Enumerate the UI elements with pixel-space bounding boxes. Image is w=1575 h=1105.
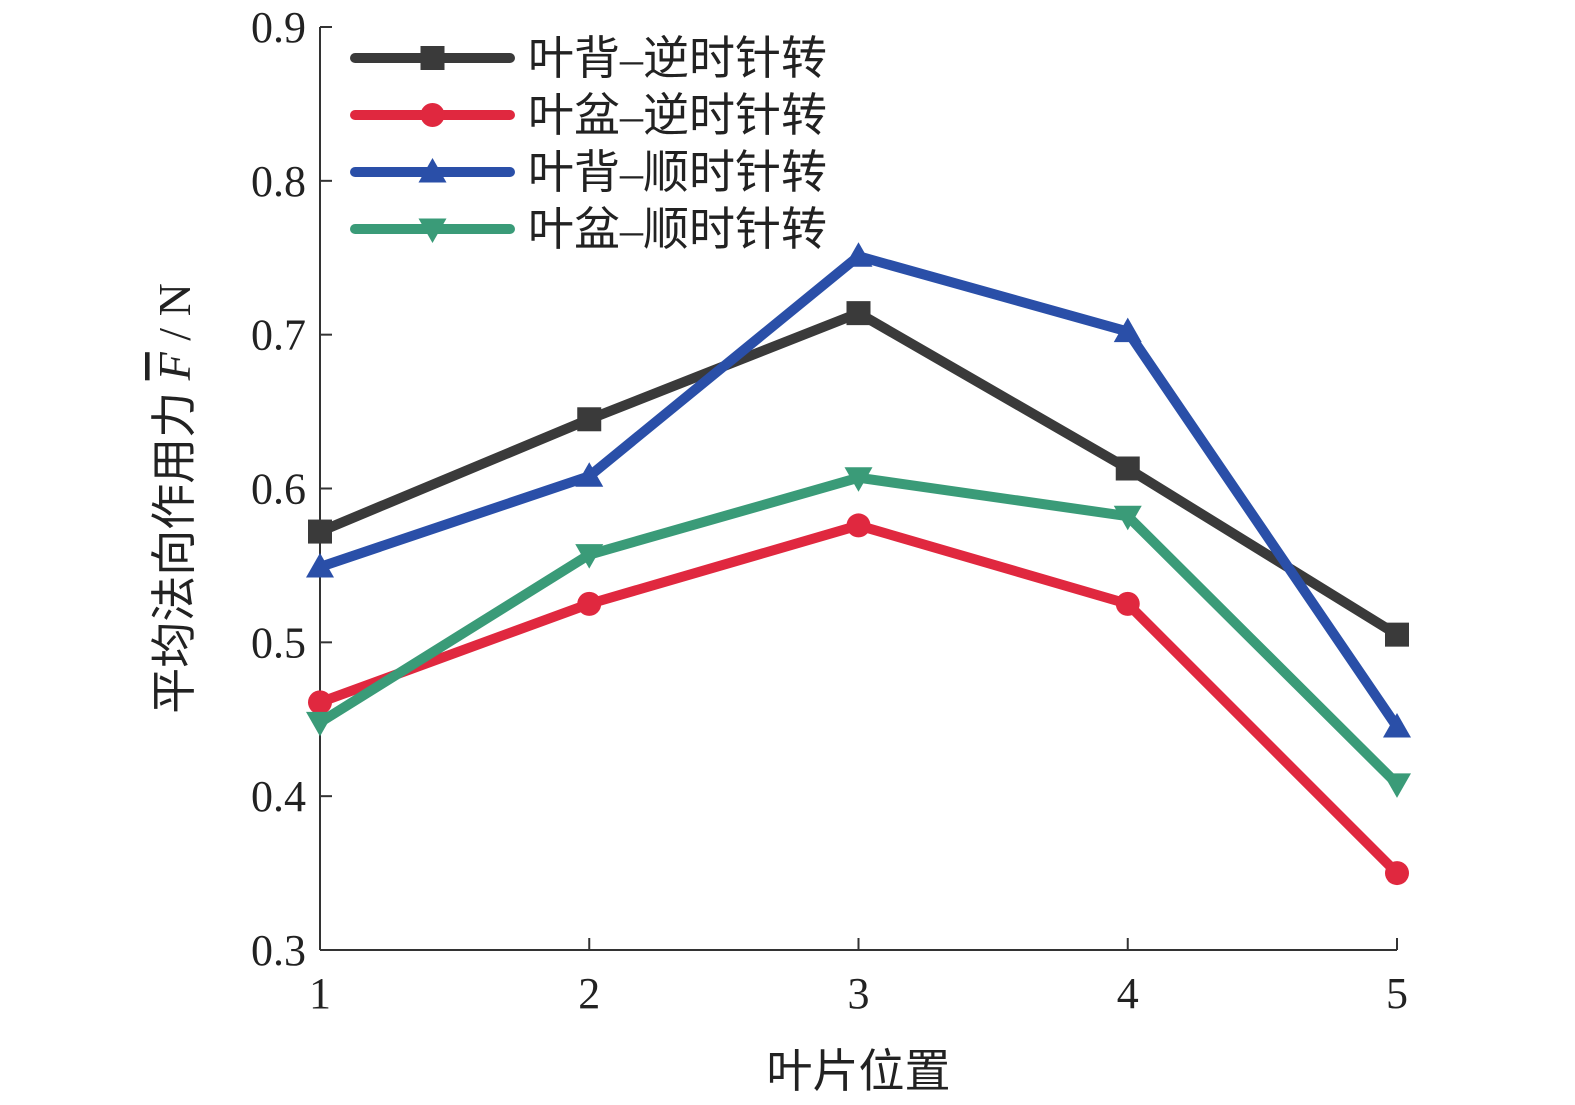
y-tick-label: 0.5 bbox=[251, 618, 306, 667]
series-2 bbox=[308, 513, 1409, 886]
data-point bbox=[577, 591, 602, 616]
y-axis-title-symbol: F bbox=[149, 351, 200, 381]
data-point bbox=[1113, 317, 1142, 343]
series-4 bbox=[306, 467, 1411, 798]
data-point bbox=[308, 519, 332, 544]
y-axis-title: 平均法向作用力 F / N bbox=[149, 283, 200, 714]
series-1 bbox=[308, 301, 1409, 647]
series-3 bbox=[306, 242, 1411, 738]
data-point bbox=[575, 462, 604, 487]
data-point bbox=[844, 242, 873, 267]
legend-label: 叶盆–逆时针转 bbox=[528, 90, 827, 141]
series-line bbox=[315, 520, 1402, 879]
x-tick-label: 5 bbox=[1386, 969, 1408, 1018]
y-tick-label: 0.3 bbox=[251, 926, 306, 975]
data-point bbox=[575, 544, 604, 569]
data-point bbox=[1115, 456, 1140, 481]
legend-label: 叶背–顺时针转 bbox=[528, 147, 827, 198]
legend-swatch-marker bbox=[418, 218, 447, 243]
y-tick-label: 0.6 bbox=[251, 465, 306, 514]
y-tick-label: 0.4 bbox=[251, 772, 306, 821]
y-axis-title-main: 平均法向作用力 bbox=[149, 380, 200, 714]
legend-swatch-marker bbox=[420, 46, 445, 70]
data-point bbox=[306, 552, 334, 578]
legend-item: 叶背–顺时针转 bbox=[350, 147, 827, 198]
data-point bbox=[1383, 712, 1411, 738]
data-point bbox=[846, 301, 871, 326]
data-point bbox=[1385, 861, 1409, 886]
legend-label: 叶背–逆时针转 bbox=[528, 33, 827, 84]
legend-item: 叶背–逆时针转 bbox=[350, 33, 827, 84]
y-axis-title-unit: / N bbox=[149, 283, 200, 352]
data-point bbox=[577, 407, 602, 432]
data-point bbox=[846, 513, 871, 538]
series-layer bbox=[306, 242, 1411, 886]
x-tick-label: 4 bbox=[1117, 969, 1139, 1018]
data-point bbox=[844, 467, 873, 492]
data-point bbox=[1115, 591, 1140, 616]
legend-item: 叶盆–顺时针转 bbox=[350, 204, 827, 255]
legend-swatch-marker bbox=[420, 103, 445, 127]
data-point bbox=[306, 711, 334, 737]
y-ticks: 0.3 0.4 0.5 0.6 0.7 0.8 0.9 bbox=[251, 3, 332, 975]
x-tick-label: 1 bbox=[309, 969, 331, 1018]
data-point bbox=[1383, 773, 1411, 798]
x-tick-label: 2 bbox=[578, 969, 600, 1018]
data-point bbox=[308, 690, 332, 715]
x-ticks: 1 2 3 4 5 bbox=[309, 938, 1408, 1018]
data-point bbox=[1385, 622, 1409, 647]
y-tick-label: 0.8 bbox=[251, 157, 306, 206]
legend-label: 叶盆–顺时针转 bbox=[528, 204, 827, 255]
data-point bbox=[1113, 505, 1142, 531]
y-tick-label: 0.7 bbox=[251, 311, 306, 360]
y-tick-label: 0.9 bbox=[251, 3, 306, 52]
x-tick-label: 3 bbox=[848, 969, 870, 1018]
legend-item: 叶盆–逆时针转 bbox=[350, 90, 827, 141]
x-axis-title: 叶片位置 bbox=[767, 1046, 951, 1097]
legend-swatch-marker bbox=[418, 158, 447, 183]
